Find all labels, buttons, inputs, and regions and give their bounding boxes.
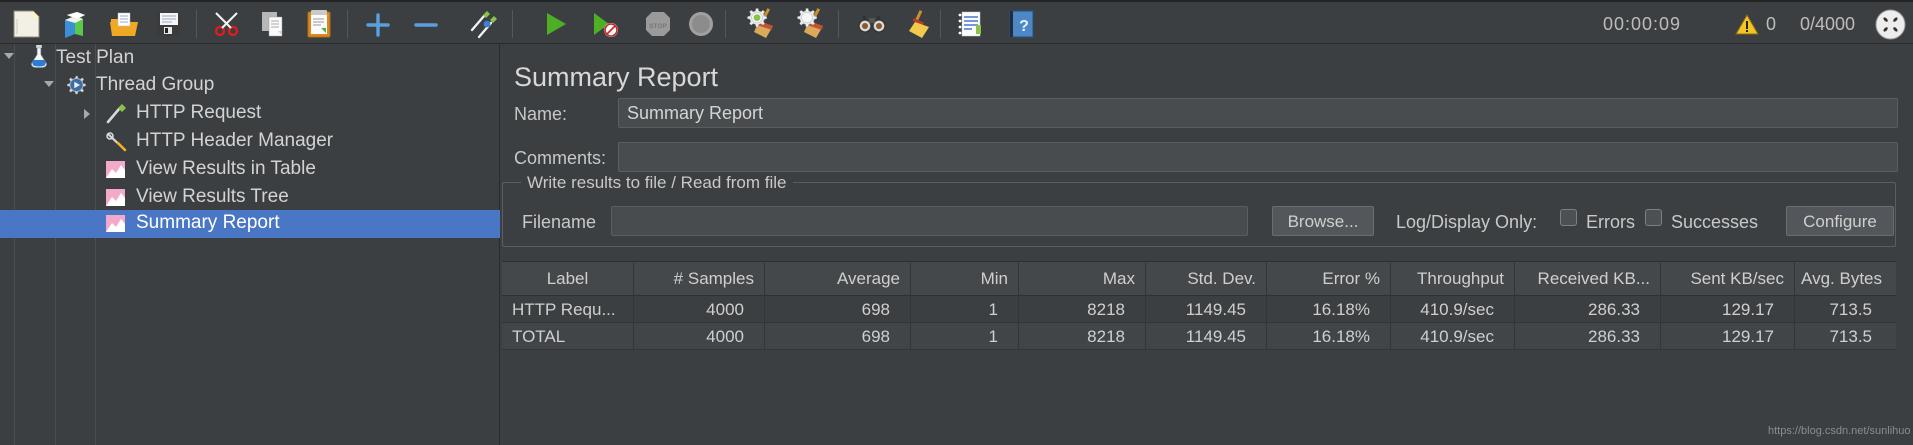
svg-text:STOP: STOP	[649, 23, 667, 30]
svg-text:?: ?	[1019, 18, 1029, 35]
